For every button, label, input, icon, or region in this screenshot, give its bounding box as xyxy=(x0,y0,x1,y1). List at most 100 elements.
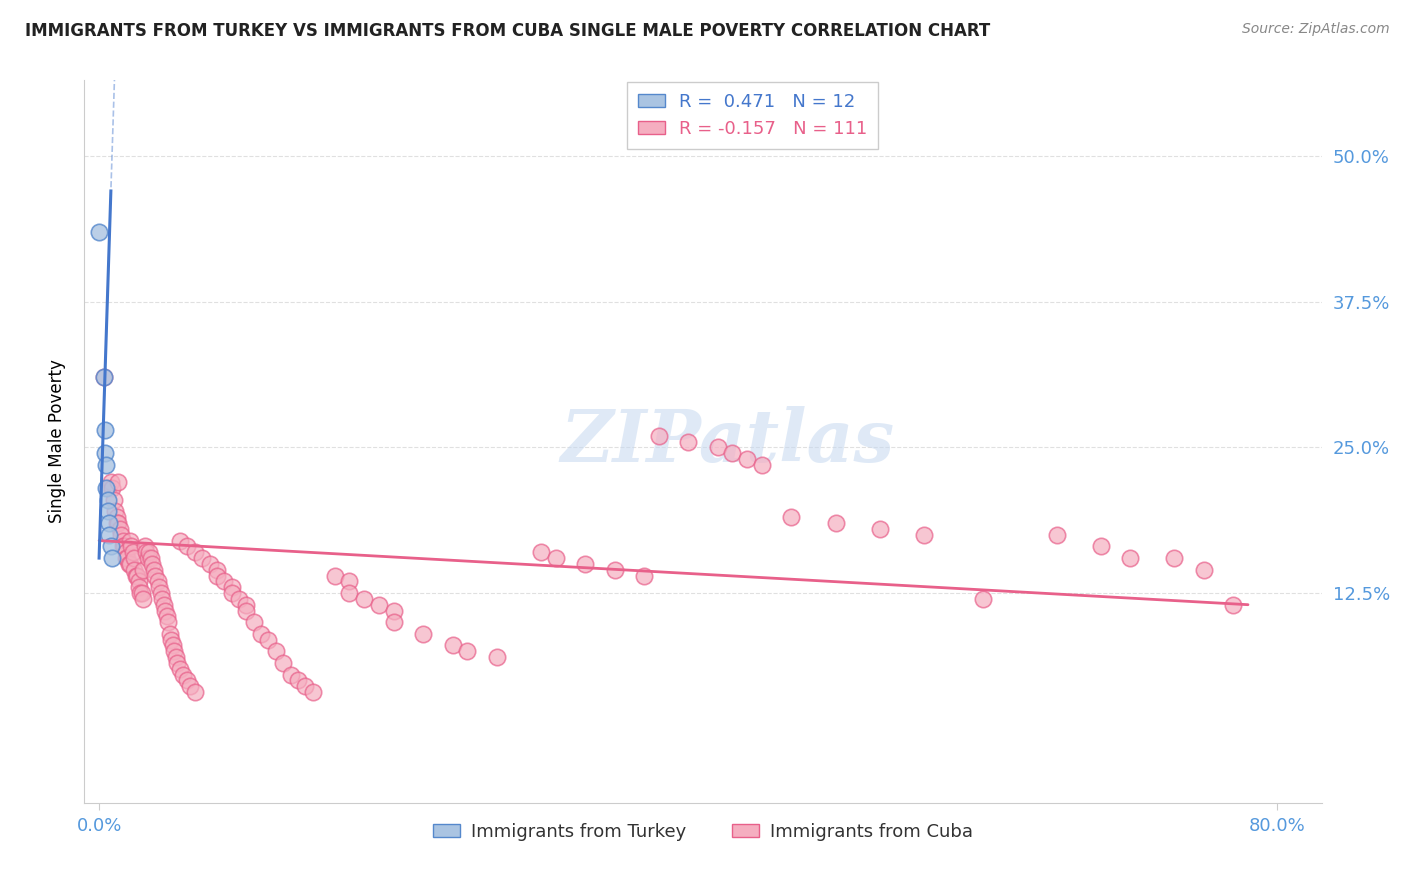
Point xyxy=(228,591,250,606)
Point xyxy=(112,540,135,554)
Point xyxy=(107,516,129,530)
Point xyxy=(132,591,155,606)
Point xyxy=(97,492,120,507)
Point xyxy=(1090,540,1112,554)
Y-axis label: Single Male Poverty: Single Male Poverty xyxy=(48,359,66,524)
Point xyxy=(824,516,846,530)
Point xyxy=(146,574,169,589)
Point xyxy=(780,510,803,524)
Point xyxy=(93,370,115,384)
Point xyxy=(135,545,157,559)
Point xyxy=(124,551,146,566)
Point xyxy=(134,540,156,554)
Point xyxy=(118,557,141,571)
Point xyxy=(105,510,128,524)
Point xyxy=(93,370,115,384)
Point xyxy=(118,533,141,548)
Point xyxy=(221,580,243,594)
Point xyxy=(163,644,186,658)
Point xyxy=(603,563,626,577)
Point xyxy=(127,568,149,582)
Point xyxy=(294,679,316,693)
Point xyxy=(114,545,136,559)
Point xyxy=(972,591,994,606)
Point xyxy=(368,598,391,612)
Point xyxy=(128,580,150,594)
Point xyxy=(104,504,127,518)
Point xyxy=(257,632,280,647)
Point xyxy=(98,528,121,542)
Point xyxy=(94,423,117,437)
Point xyxy=(159,627,181,641)
Point xyxy=(96,481,118,495)
Point xyxy=(111,533,134,548)
Point xyxy=(678,434,700,449)
Point xyxy=(100,475,122,490)
Point xyxy=(1163,551,1185,566)
Point xyxy=(96,458,118,472)
Point xyxy=(382,603,405,617)
Text: ZIPatlas: ZIPatlas xyxy=(561,406,894,477)
Point xyxy=(122,545,145,559)
Point xyxy=(530,545,553,559)
Point xyxy=(97,481,120,495)
Point xyxy=(132,563,155,577)
Point xyxy=(172,667,194,681)
Point xyxy=(97,504,120,518)
Point xyxy=(138,545,160,559)
Point xyxy=(205,563,228,577)
Text: IMMIGRANTS FROM TURKEY VS IMMIGRANTS FROM CUBA SINGLE MALE POVERTY CORRELATION C: IMMIGRANTS FROM TURKEY VS IMMIGRANTS FRO… xyxy=(25,22,991,40)
Point xyxy=(101,481,124,495)
Point xyxy=(176,540,198,554)
Point xyxy=(1192,563,1215,577)
Point xyxy=(271,656,294,670)
Point xyxy=(1119,551,1142,566)
Point xyxy=(131,586,153,600)
Point xyxy=(94,446,117,460)
Point xyxy=(169,662,191,676)
Point xyxy=(156,609,179,624)
Point xyxy=(115,551,138,566)
Point xyxy=(101,551,124,566)
Point xyxy=(152,591,174,606)
Point xyxy=(111,540,134,554)
Point xyxy=(441,639,464,653)
Point xyxy=(235,603,257,617)
Point xyxy=(128,574,150,589)
Point xyxy=(143,568,166,582)
Point xyxy=(162,639,184,653)
Point xyxy=(157,615,180,630)
Point xyxy=(153,598,176,612)
Point xyxy=(121,540,143,554)
Point xyxy=(205,568,228,582)
Point xyxy=(108,522,131,536)
Point xyxy=(98,516,121,530)
Point xyxy=(176,673,198,688)
Point xyxy=(574,557,596,571)
Point xyxy=(323,568,346,582)
Point xyxy=(141,557,163,571)
Point xyxy=(735,452,758,467)
Point xyxy=(142,563,165,577)
Point xyxy=(280,667,302,681)
Point xyxy=(287,673,309,688)
Point xyxy=(544,551,567,566)
Point xyxy=(912,528,935,542)
Point xyxy=(214,574,236,589)
Point xyxy=(339,586,361,600)
Point xyxy=(353,591,375,606)
Point xyxy=(149,586,172,600)
Point xyxy=(148,580,170,594)
Point xyxy=(648,428,671,442)
Point xyxy=(124,563,146,577)
Point xyxy=(191,551,214,566)
Point xyxy=(105,516,128,530)
Point xyxy=(382,615,405,630)
Point xyxy=(184,545,207,559)
Point xyxy=(100,540,122,554)
Point xyxy=(633,568,655,582)
Point xyxy=(235,598,257,612)
Point xyxy=(114,551,136,566)
Text: Source: ZipAtlas.com: Source: ZipAtlas.com xyxy=(1241,22,1389,37)
Point xyxy=(136,551,159,566)
